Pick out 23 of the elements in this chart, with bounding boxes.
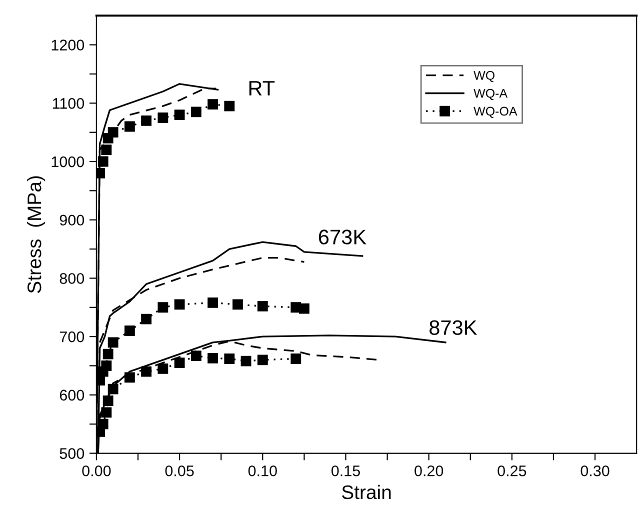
y-tick-label: 800 — [60, 273, 84, 284]
y-tick-label: 900 — [60, 214, 84, 226]
annotation: RT — [249, 81, 275, 96]
annotation: 873K — [430, 320, 478, 336]
x-tick-label: 0.10 — [248, 465, 277, 476]
x-tick-label: 0.05 — [165, 465, 194, 476]
y-axis-title: Stress (MPa) — [26, 176, 46, 293]
x-tick-label: 0.30 — [580, 465, 610, 476]
y-tick-label: 1100 — [52, 98, 84, 109]
annotation: 673K — [318, 230, 366, 244]
y-tick-label: 500 — [60, 448, 84, 459]
x-axis-title: Strain — [342, 484, 391, 500]
legend-label: WQ-OA — [474, 106, 518, 118]
x-tick-label: 0.20 — [414, 465, 444, 476]
y-tick-label: 700 — [60, 331, 84, 342]
y-tick-label: 1000 — [52, 156, 84, 168]
legend-label: WQ-A — [474, 88, 508, 100]
y-tick-label: 1200 — [52, 40, 84, 50]
x-tick-label: 0.00 — [82, 465, 111, 476]
y-tick-label: 600 — [60, 390, 84, 401]
x-tick-label: 0.15 — [331, 465, 360, 476]
legend-label: WQ — [474, 70, 494, 82]
x-tick-label: 0.25 — [498, 465, 526, 476]
